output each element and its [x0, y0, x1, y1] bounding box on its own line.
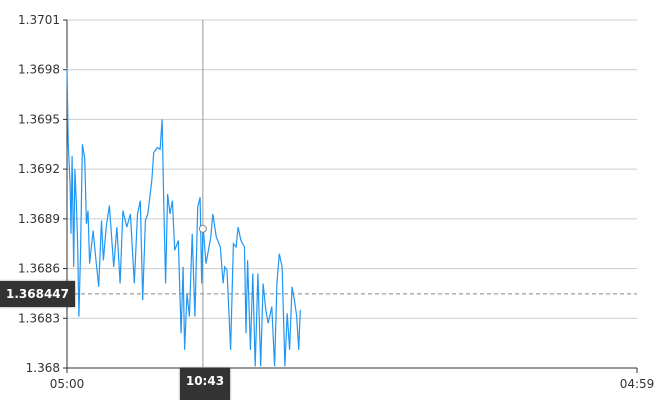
y-tick-label: 1.3701: [18, 13, 60, 27]
x-tick-label: 04:59: [620, 377, 655, 391]
grid-lines: [67, 19, 637, 369]
y-tick-label: 1.368: [26, 361, 60, 375]
crosshair-x-label: 10:43: [179, 368, 231, 400]
y-axis: 1.368 1.3683 1.3686 1.3689 1.3692 1.3695 1.369…: [18, 13, 67, 375]
y-tick-label: 1.3689: [18, 212, 60, 226]
y-tick-label: 1.3698: [18, 63, 60, 77]
hover-point-marker: [198, 224, 207, 233]
x-axis: 05:00 04:59: [50, 368, 655, 391]
y-tick-label: 1.3686: [18, 262, 60, 276]
y-tick-label: 1.3683: [18, 311, 60, 325]
x-tick-label: 05:00: [50, 377, 85, 391]
crosshair-y-label: 1.368447: [0, 280, 76, 307]
price-series-line: [66, 68, 301, 367]
y-tick-label: 1.3695: [18, 112, 60, 126]
y-tick-label: 1.3692: [18, 162, 60, 176]
